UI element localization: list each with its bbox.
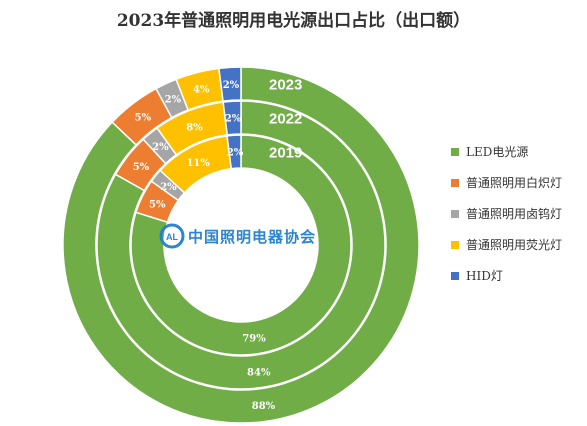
- slice-2022-4: [222, 100, 242, 136]
- legend-label: HID灯: [466, 269, 503, 283]
- legend-swatch: [451, 147, 459, 156]
- slice-2019-0: [130, 134, 352, 356]
- legend-item-2: 普通照明用卤钨灯: [451, 198, 562, 229]
- chart-title: 2023年普通照明用电光源出口占比（出口额）: [116, 11, 471, 31]
- data-label-2022-1: 5%: [133, 162, 150, 173]
- data-label-2023-1: 5%: [135, 113, 152, 124]
- legend-item-0: LED电光源: [451, 136, 562, 167]
- legend-item-4: HID灯: [451, 260, 562, 291]
- ring-label-2023: 2023: [269, 77, 302, 94]
- data-label-2019-4: 2%: [227, 148, 244, 159]
- slice-2022-0: [96, 100, 386, 390]
- watermark-logo: AL 中国照明电器协会: [159, 223, 316, 249]
- data-label-2022-3: 8%: [186, 122, 203, 133]
- ring-year-labels: 2023 2022 2019: [269, 77, 302, 162]
- data-label-2022-4: 2%: [225, 114, 242, 125]
- data-label-2019-1: 5%: [149, 199, 166, 210]
- data-label-2023-0: 88%: [252, 401, 276, 412]
- data-labels: 88%5%2%4% 2%84%5%2%8%2%79%5%2%11%2%: [133, 80, 276, 412]
- legend-swatch: [451, 240, 459, 249]
- donut-rings: [62, 66, 420, 424]
- legend-swatch: [451, 178, 459, 187]
- ring-label-2022: 2022: [269, 111, 302, 128]
- slice-2019-4: [226, 134, 242, 170]
- legend-swatch: [451, 209, 459, 218]
- svg-text:中国照明电器协会: 中国照明电器协会: [188, 228, 316, 246]
- data-label-2022-2: 2%: [152, 142, 169, 153]
- legend-item-3: 普通照明用荧光灯: [451, 229, 562, 260]
- data-label-2019-3: 11%: [186, 158, 210, 169]
- legend-label: LED电光源: [466, 145, 529, 159]
- data-label-2023-2: 2%: [165, 95, 182, 106]
- data-label-2022-0: 84%: [247, 367, 271, 378]
- data-label-2019-2: 2%: [160, 182, 177, 193]
- data-label-2023-3: 4%: [193, 84, 210, 95]
- legend-label: 普通照明用荧光灯: [466, 238, 563, 252]
- ring-label-2019: 2019: [269, 145, 302, 162]
- data-label-2023-4: 2%: [223, 80, 240, 91]
- legend: LED电光源普通照明用白炽灯 普通照明用卤钨灯 普通照明用荧光灯 HID灯: [451, 136, 562, 291]
- legend-label: 普通照明用白炽灯: [466, 176, 563, 190]
- slice-2023-0: [62, 66, 420, 424]
- legend-label: 普通照明用卤钨灯: [466, 207, 563, 221]
- data-label-2019-0: 79%: [242, 334, 266, 345]
- svg-text:AL: AL: [166, 232, 178, 242]
- legend-swatch: [451, 271, 459, 280]
- legend-item-1: 普通照明用白炽灯: [451, 167, 562, 198]
- slice-2023-4: [218, 66, 242, 102]
